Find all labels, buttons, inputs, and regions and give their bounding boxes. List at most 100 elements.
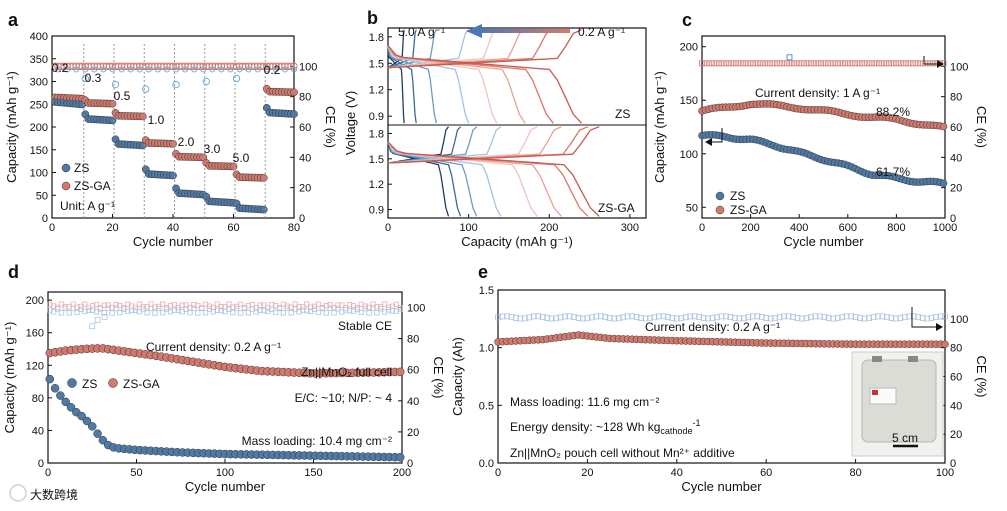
ce-point <box>736 60 743 67</box>
zs-ce-point <box>74 309 80 316</box>
y-tick-label: 1.8 <box>369 128 384 140</box>
zsga-discharge-curve <box>387 141 600 217</box>
ce-point <box>620 314 627 321</box>
ce-point <box>772 315 779 322</box>
zsga-ce-point <box>179 302 185 308</box>
x-tick-label: 80 <box>288 222 300 234</box>
zsga-ce-point <box>245 303 252 309</box>
ce-point <box>777 60 784 67</box>
y-tick-label: 400 <box>30 31 48 43</box>
ce-point <box>848 60 855 67</box>
zsga-ce-point <box>288 304 294 311</box>
zs-ce-point <box>254 66 261 73</box>
x-tick-label: 0 <box>385 222 391 234</box>
ce-point <box>804 60 811 67</box>
zs-ce-point <box>210 309 216 315</box>
y2-tick-label: 20 <box>950 183 962 195</box>
ce-point <box>799 315 805 322</box>
ce-point <box>801 60 807 67</box>
ce-point <box>872 60 879 67</box>
ce-point <box>746 60 753 67</box>
legend-zs-label: ZS <box>74 161 89 175</box>
zs-ce-point <box>100 66 107 73</box>
rate-arrow-shaft <box>478 29 570 33</box>
y-axis-label: Capacity (mAh g⁻¹) <box>4 71 19 183</box>
zs-capacity-point <box>50 384 60 393</box>
ce-point <box>718 313 725 320</box>
zs-ce-point <box>167 308 174 315</box>
ce-point <box>722 60 729 67</box>
y-tick-label: 1.5 <box>479 285 494 297</box>
ce-point <box>858 60 865 67</box>
ce-point <box>807 60 814 67</box>
zs-ce-point <box>385 307 392 313</box>
zs-ce-point <box>109 310 115 316</box>
pouch-cell-label: Zn||MnO₂ pouch cell without Mn²⁺ additiv… <box>510 446 735 460</box>
zs-ce-point <box>209 66 216 73</box>
y2-tick-label: 80 <box>950 92 962 104</box>
ce-point <box>750 60 756 67</box>
zs-ce-point <box>389 308 396 314</box>
zs-ce-point <box>315 309 322 316</box>
zs-capacity-point <box>395 453 405 462</box>
zs-capacity-point <box>88 422 97 431</box>
zsga-ce-point <box>160 301 166 307</box>
ce-point <box>499 313 506 320</box>
ce-point <box>824 60 831 67</box>
ce-point <box>903 60 910 67</box>
zsga-ce-point <box>315 301 322 307</box>
ce-point <box>682 314 689 321</box>
ce-point <box>767 60 773 67</box>
zs-ce-point <box>93 309 100 315</box>
ce-point <box>580 315 586 322</box>
ce-point <box>566 313 573 320</box>
y-tick-label: 100 <box>680 149 698 161</box>
zsga-ce-point <box>144 304 150 310</box>
y2-axis-label: CE (%) <box>431 357 446 399</box>
y2-tick-label: 40 <box>950 400 962 412</box>
ce-point <box>562 313 568 320</box>
x-tick-label: 200 <box>741 222 759 234</box>
ce-point <box>723 313 729 320</box>
x-tick-label: 0 <box>495 467 501 479</box>
panel-letter-d: d <box>8 262 19 282</box>
zs-ce-point <box>195 310 201 316</box>
ce-point <box>910 60 916 67</box>
current-density-label: Current density: 0.2 A g⁻¹ <box>645 320 780 334</box>
zs-ce-point <box>202 77 210 86</box>
zs-ce-point <box>81 74 89 83</box>
zsga-ce-point <box>206 303 213 309</box>
zsga-ce-point <box>335 302 341 308</box>
current-density-label: Current density: 1 A g⁻¹ <box>755 86 880 100</box>
rate-label: 3.0 <box>204 142 221 156</box>
zs-ce-point <box>187 309 193 316</box>
ce-point <box>843 313 850 320</box>
ce-point <box>897 315 904 322</box>
y-tick-label: 0 <box>42 213 48 225</box>
x-axis-label: Cycle number <box>783 234 864 249</box>
subplot-label-zsga: ZS-GA <box>598 201 635 215</box>
zs-ce-point <box>374 310 380 316</box>
x-tick-label: 800 <box>887 222 905 234</box>
ce-point <box>691 313 698 320</box>
zs-ce-point <box>331 310 337 316</box>
zs-ce-point <box>163 66 171 73</box>
ce-point <box>882 60 889 67</box>
y-tick-label: 0 <box>38 458 44 470</box>
legend-zsga-marker <box>61 181 71 191</box>
y-tick-label: 50 <box>36 190 48 202</box>
ce-point <box>770 60 777 67</box>
zs-capacity-point <box>290 110 298 118</box>
zs-capacity-point <box>169 171 177 180</box>
zs-charge-curve <box>387 29 582 69</box>
zs-ce-point <box>276 305 283 312</box>
ce-point <box>773 60 780 67</box>
ce-outlier-point <box>786 54 793 61</box>
zs-capacity-point <box>108 116 117 125</box>
zsga-ce-point <box>304 301 310 307</box>
ce-point <box>763 60 770 67</box>
y-tick-label: 1.8 <box>369 32 384 44</box>
zs-ce-point <box>154 66 161 73</box>
x-tick-label: 200 <box>393 467 411 479</box>
ce-point <box>745 314 752 321</box>
